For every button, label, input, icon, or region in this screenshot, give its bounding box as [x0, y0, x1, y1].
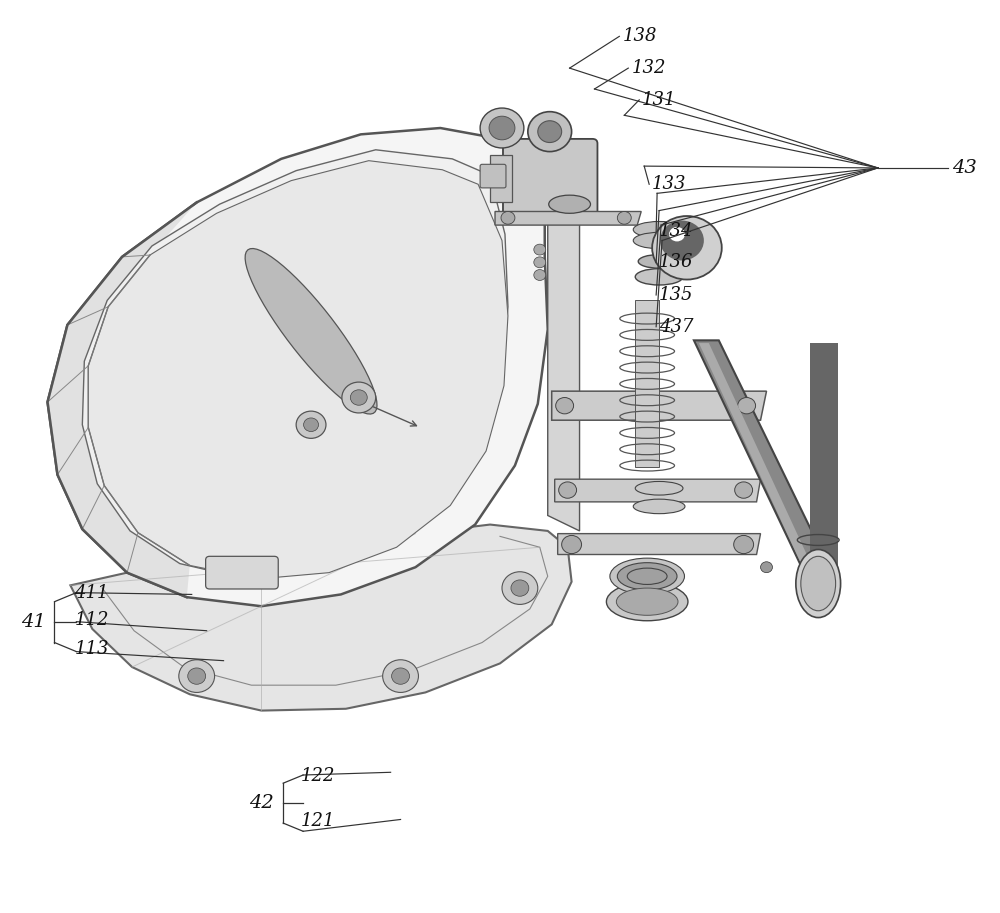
Polygon shape	[48, 203, 197, 597]
Circle shape	[296, 411, 326, 438]
Circle shape	[556, 397, 574, 414]
Ellipse shape	[606, 582, 688, 621]
Text: 138: 138	[622, 27, 657, 46]
Polygon shape	[48, 128, 548, 606]
Polygon shape	[694, 341, 838, 585]
Text: 131: 131	[642, 91, 677, 109]
Text: 42: 42	[249, 794, 274, 813]
Circle shape	[304, 418, 319, 432]
FancyBboxPatch shape	[503, 139, 597, 216]
Circle shape	[489, 116, 515, 140]
Circle shape	[669, 227, 685, 241]
Polygon shape	[82, 150, 508, 579]
Polygon shape	[245, 248, 377, 414]
Ellipse shape	[796, 550, 841, 617]
Circle shape	[502, 572, 538, 604]
Polygon shape	[635, 300, 659, 467]
Polygon shape	[555, 479, 761, 502]
Text: 112: 112	[74, 611, 109, 629]
Polygon shape	[552, 391, 767, 420]
Circle shape	[735, 482, 753, 498]
Text: 43: 43	[952, 159, 977, 177]
Circle shape	[559, 482, 577, 498]
Text: 122: 122	[301, 767, 336, 785]
Ellipse shape	[616, 588, 678, 615]
Polygon shape	[558, 533, 761, 554]
Text: 135: 135	[659, 286, 694, 304]
Text: 121: 121	[301, 813, 336, 830]
Circle shape	[501, 212, 515, 225]
Circle shape	[761, 561, 772, 572]
Circle shape	[562, 535, 582, 553]
Ellipse shape	[617, 562, 677, 590]
Ellipse shape	[635, 268, 683, 285]
Circle shape	[511, 580, 529, 596]
Circle shape	[538, 121, 562, 142]
Ellipse shape	[549, 195, 590, 214]
Circle shape	[383, 660, 418, 692]
Text: 437: 437	[659, 318, 694, 336]
Ellipse shape	[610, 558, 684, 594]
Polygon shape	[495, 212, 641, 226]
FancyBboxPatch shape	[206, 556, 278, 589]
Ellipse shape	[635, 481, 683, 495]
Circle shape	[617, 212, 631, 225]
Circle shape	[480, 108, 524, 148]
Text: 133: 133	[652, 175, 687, 194]
Ellipse shape	[638, 255, 680, 268]
Circle shape	[652, 216, 722, 279]
Circle shape	[738, 397, 756, 414]
Circle shape	[342, 382, 376, 413]
Polygon shape	[490, 155, 512, 203]
Polygon shape	[548, 166, 580, 531]
Ellipse shape	[633, 499, 685, 514]
Circle shape	[534, 257, 546, 268]
Text: 134: 134	[659, 223, 694, 240]
Ellipse shape	[633, 222, 685, 237]
FancyBboxPatch shape	[480, 164, 506, 188]
Circle shape	[188, 668, 206, 684]
Polygon shape	[70, 525, 572, 710]
Ellipse shape	[627, 568, 667, 584]
Polygon shape	[88, 161, 508, 579]
Circle shape	[350, 390, 367, 405]
Polygon shape	[699, 343, 820, 583]
Circle shape	[392, 668, 410, 684]
Text: 136: 136	[659, 253, 694, 271]
Polygon shape	[810, 343, 838, 583]
Ellipse shape	[801, 556, 836, 611]
Circle shape	[534, 244, 546, 255]
Circle shape	[734, 535, 754, 553]
Circle shape	[528, 111, 572, 152]
Text: 113: 113	[74, 640, 109, 658]
Circle shape	[660, 221, 704, 260]
Circle shape	[179, 660, 215, 692]
Ellipse shape	[633, 233, 685, 248]
Text: 132: 132	[631, 59, 666, 77]
Text: 411: 411	[74, 583, 109, 602]
Circle shape	[534, 269, 546, 280]
Text: 41: 41	[21, 613, 45, 631]
